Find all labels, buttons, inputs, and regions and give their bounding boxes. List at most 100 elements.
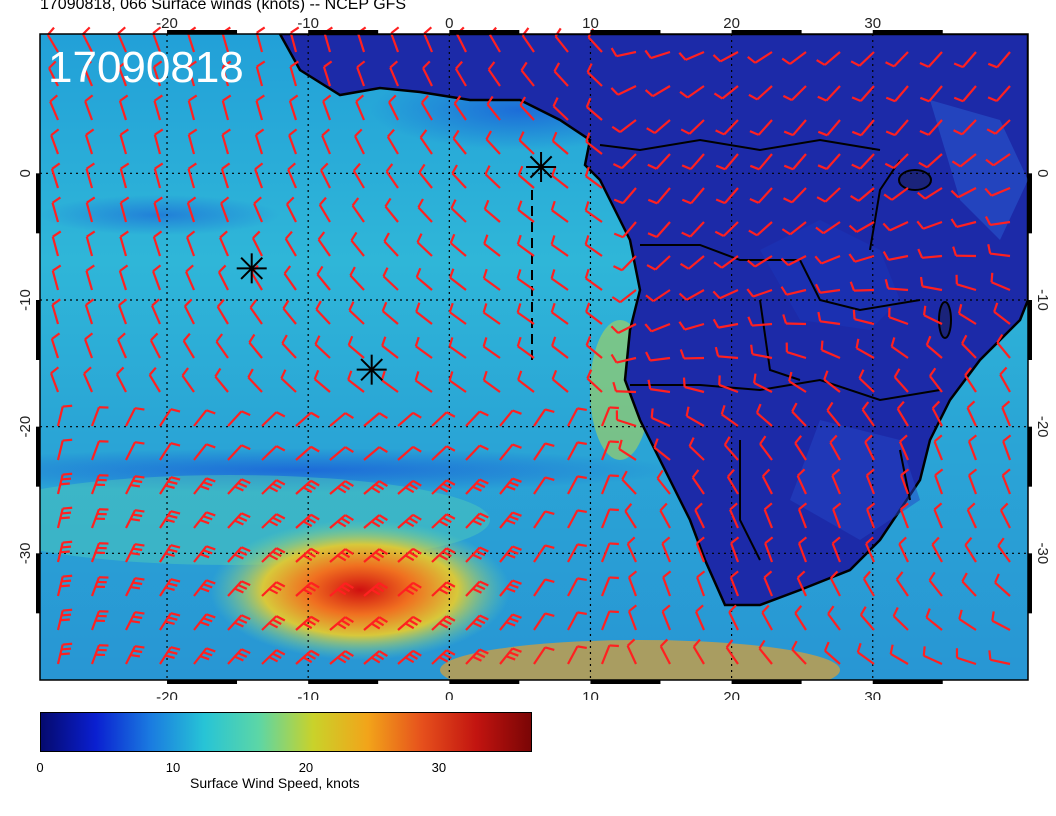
wind-barb <box>329 548 354 563</box>
wind-barb <box>247 368 263 393</box>
wind-barb <box>781 51 807 65</box>
wind-barb <box>125 509 145 529</box>
wind-barb <box>999 366 1011 393</box>
wind-barb <box>747 255 773 268</box>
wind-barb <box>866 502 876 529</box>
wind-barb <box>729 570 740 597</box>
wind-barb <box>117 332 128 359</box>
wind-barb <box>193 477 216 495</box>
wind-barb <box>688 437 705 461</box>
frame-tick <box>36 300 40 360</box>
wind-barb <box>397 445 422 461</box>
wind-barb <box>152 26 162 53</box>
wind-barb <box>553 62 569 87</box>
wind-barb <box>152 264 162 291</box>
wind-barb <box>656 469 671 495</box>
wind-barb <box>117 26 128 53</box>
land-relief <box>790 420 920 540</box>
wind-barb <box>397 581 422 597</box>
wind-barb <box>125 543 145 563</box>
jet-core <box>210 520 510 660</box>
wind-barb <box>253 196 264 223</box>
frame-tick <box>1028 173 1032 234</box>
wind-barb <box>193 443 216 461</box>
wind-barb <box>423 26 434 53</box>
wind-barb <box>385 163 399 189</box>
wind-barb <box>814 254 841 265</box>
wind-barb <box>183 298 195 325</box>
wind-barb <box>159 612 181 631</box>
wind-barb <box>486 95 501 121</box>
wind-barb <box>918 153 943 169</box>
wind-barb <box>758 639 773 665</box>
wind-barb <box>465 410 489 427</box>
wind-barb <box>295 581 320 597</box>
wind-barb <box>499 647 522 665</box>
wind-barb <box>861 401 875 427</box>
wind-barb <box>381 301 399 325</box>
wind-barb <box>691 469 705 495</box>
wind-barb <box>153 162 164 189</box>
wind-barb <box>953 119 977 136</box>
wind-barb <box>679 255 705 270</box>
wind-barb <box>454 60 467 87</box>
wind-barb <box>864 434 875 461</box>
wind-barb <box>82 366 94 393</box>
wind-barb <box>659 638 671 665</box>
wind-barb <box>644 322 671 333</box>
wind-barb <box>610 47 637 58</box>
wind-barb <box>380 370 399 393</box>
wind-barb <box>610 353 637 364</box>
wind-barb <box>999 502 1011 529</box>
wind-barb <box>896 400 909 427</box>
wind-barb <box>925 335 943 359</box>
wind-barb <box>791 640 807 665</box>
wind-barb <box>647 221 671 238</box>
wind-barb <box>419 129 433 155</box>
wind-barb <box>600 508 619 529</box>
wind-barb <box>90 508 109 529</box>
wind-barb <box>125 407 145 427</box>
frame-tick <box>731 30 802 34</box>
wind-barb <box>678 289 705 301</box>
wind-barb <box>193 613 216 631</box>
lat-label-right: -30 <box>1034 542 1051 564</box>
wind-barb <box>148 366 161 393</box>
frame-tick <box>36 426 40 487</box>
wind-barb <box>465 614 489 631</box>
lat-label-right: 0 <box>1034 169 1051 177</box>
wind-barb <box>499 477 522 495</box>
wind-barb <box>261 649 286 665</box>
wind-barb <box>320 162 331 189</box>
wind-barb <box>988 650 1011 666</box>
frame-tick <box>590 30 661 34</box>
wind-barb <box>955 274 977 292</box>
wind-barb <box>249 299 263 325</box>
wind-barb <box>450 199 467 223</box>
frame-tick <box>167 30 238 34</box>
wind-barb <box>917 248 943 259</box>
colorbar-tick-label: 0 <box>36 760 44 775</box>
wind-barb <box>898 434 910 461</box>
wind-barb <box>186 230 196 257</box>
wind-barb <box>363 480 388 495</box>
wind-barb <box>796 468 807 495</box>
land-relief <box>930 100 1028 240</box>
wind-barb <box>314 335 331 359</box>
wind-barb <box>329 650 354 665</box>
wind-barb <box>313 369 331 393</box>
wind-barb <box>1001 468 1012 495</box>
wind-barb <box>315 300 331 325</box>
wind-barb <box>584 235 603 257</box>
wind-barb <box>987 51 1011 69</box>
wind-barb <box>50 162 61 189</box>
wind-barb <box>681 187 705 205</box>
wind-barb <box>90 576 109 597</box>
wind-barb <box>159 578 181 597</box>
wind-barb <box>679 85 705 99</box>
wind-barb <box>653 438 671 461</box>
wind-barb <box>484 165 501 189</box>
wind-barb <box>119 196 130 223</box>
wind-barb <box>295 649 320 665</box>
wind-barb <box>815 221 841 235</box>
